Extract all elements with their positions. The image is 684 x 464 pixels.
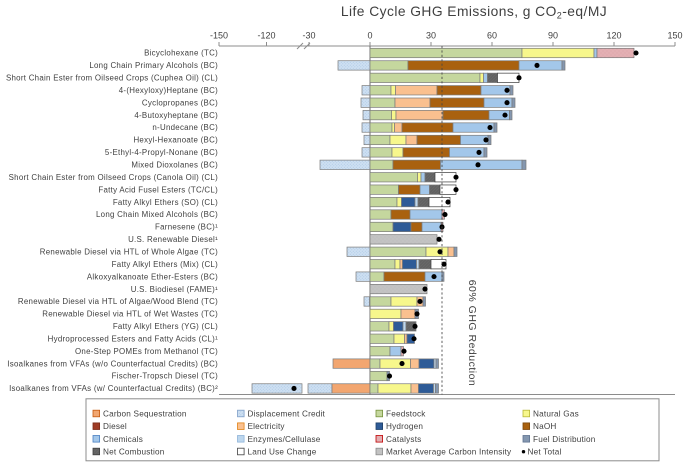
svg-text:Cyclopropanes (BC): Cyclopropanes (BC) <box>142 98 218 107</box>
svg-text:n-Undecane (BC): n-Undecane (BC) <box>152 123 218 132</box>
svg-text:Hydrogen: Hydrogen <box>386 422 423 431</box>
svg-text:Long Chain Mixed Alcohols (BC): Long Chain Mixed Alcohols (BC) <box>96 210 218 219</box>
svg-text:Short Chain Ester from Oilseed: Short Chain Ester from Oilseed Crops (Ca… <box>9 173 218 182</box>
svg-text:Mixed Dioxolanes (BC): Mixed Dioxolanes (BC) <box>131 161 218 170</box>
svg-text:Net Combustion: Net Combustion <box>103 448 165 457</box>
svg-text:Fuel Distribution: Fuel Distribution <box>533 435 596 444</box>
svg-text:Electricity: Electricity <box>248 422 286 431</box>
svg-text:30: 30 <box>426 31 436 41</box>
svg-text:4-Butoxyheptane (BC): 4-Butoxyheptane (BC) <box>134 111 218 120</box>
svg-text:One-Step POMEs from Methanol (: One-Step POMEs from Methanol (TC) <box>75 347 218 356</box>
svg-text:Alkoxyalkanoate Ether-Esters (: Alkoxyalkanoate Ether-Esters (BC) <box>87 272 218 281</box>
svg-text:0: 0 <box>367 31 372 41</box>
svg-text:Displacement Credit: Displacement Credit <box>248 410 326 419</box>
svg-text:U.S. Renewable Diesel¹: U.S. Renewable Diesel¹ <box>128 235 218 244</box>
svg-text:Hydroprocessed Esters and Fatt: Hydroprocessed Esters and Fatty Acids (C… <box>48 335 218 344</box>
svg-text:90: 90 <box>548 31 558 41</box>
svg-text:5-Ethyl-4-Propyl-Nonane (BC): 5-Ethyl-4-Propyl-Nonane (BC) <box>105 148 218 157</box>
svg-text:Renewable Diesel via HTL of We: Renewable Diesel via HTL of Wet Wastes (… <box>42 310 218 319</box>
svg-text:Chemicals: Chemicals <box>103 435 143 444</box>
svg-text:4-(Hexyloxy)Heptane (BC): 4-(Hexyloxy)Heptane (BC) <box>119 86 218 95</box>
svg-text:U.S. Biodiesel (FAME)¹: U.S. Biodiesel (FAME)¹ <box>131 285 218 294</box>
svg-text:Renewable Diesel via HTL of Wh: Renewable Diesel via HTL of Whole Algae … <box>40 248 218 257</box>
svg-text:Fatty Alkyl Ethers (YG) (CL): Fatty Alkyl Ethers (YG) (CL) <box>113 322 218 331</box>
svg-text:Fischer-Tropsch Diesel (TC): Fischer-Tropsch Diesel (TC) <box>112 372 218 381</box>
svg-text:Diesel: Diesel <box>103 422 127 431</box>
svg-text:Catalysts: Catalysts <box>386 435 421 444</box>
svg-text:Bicyclohexane (TC): Bicyclohexane (TC) <box>144 49 218 58</box>
svg-text:-30: -30 <box>302 31 315 41</box>
svg-text:Renewable Diesel via HTL of Al: Renewable Diesel via HTL of Algae/Wood B… <box>18 297 218 306</box>
svg-text:Hexyl-Hexanoate (BC): Hexyl-Hexanoate (BC) <box>133 136 218 145</box>
svg-text:Life Cycle GHG Emissions, g CO: Life Cycle GHG Emissions, g CO2-eq/MJ <box>341 4 607 21</box>
svg-text:Fatty Alkyl Ethers (Mix) (CL): Fatty Alkyl Ethers (Mix) (CL) <box>112 260 218 269</box>
svg-text:-150: -150 <box>210 31 228 41</box>
svg-text:Enzymes/Cellulase: Enzymes/Cellulase <box>248 435 321 444</box>
svg-text:120: 120 <box>606 31 621 41</box>
svg-text:Fatty Acid Fusel Esters (TC/CL: Fatty Acid Fusel Esters (TC/CL) <box>98 185 218 194</box>
svg-text:Market Average Carbon Intensit: Market Average Carbon Intensity <box>386 448 512 457</box>
svg-text:Carbon Sequestration: Carbon Sequestration <box>103 410 187 419</box>
svg-text:Farnesene (BC)¹: Farnesene (BC)¹ <box>155 223 218 232</box>
svg-text:Fatty Alkyl Ethers (SO) (CL): Fatty Alkyl Ethers (SO) (CL) <box>113 198 218 207</box>
svg-text:Net Total: Net Total <box>528 448 562 457</box>
svg-text:Isoalkanes from VFAs (w/o Coun: Isoalkanes from VFAs (w/o Counterfactual… <box>7 359 218 368</box>
svg-text:Land Use Change: Land Use Change <box>248 448 317 457</box>
svg-text:Natural Gas: Natural Gas <box>533 410 579 419</box>
svg-text:Feedstock: Feedstock <box>386 410 426 419</box>
svg-text:Long Chain Primary Alcohols (B: Long Chain Primary Alcohols (BC) <box>89 61 218 70</box>
svg-text:Short Chain Ester from Oilseed: Short Chain Ester from Oilseed Crops (Cu… <box>6 74 218 83</box>
svg-text:150: 150 <box>667 31 682 41</box>
svg-text:60: 60 <box>487 31 497 41</box>
svg-text:-120: -120 <box>257 31 275 41</box>
svg-text:Isoalkanes from VFAs (w/ Count: Isoalkanes from VFAs (w/ Counterfactual … <box>9 384 218 393</box>
svg-text:NaOH: NaOH <box>533 422 557 431</box>
svg-text:60% GHG Reduction: 60% GHG Reduction <box>466 280 478 387</box>
